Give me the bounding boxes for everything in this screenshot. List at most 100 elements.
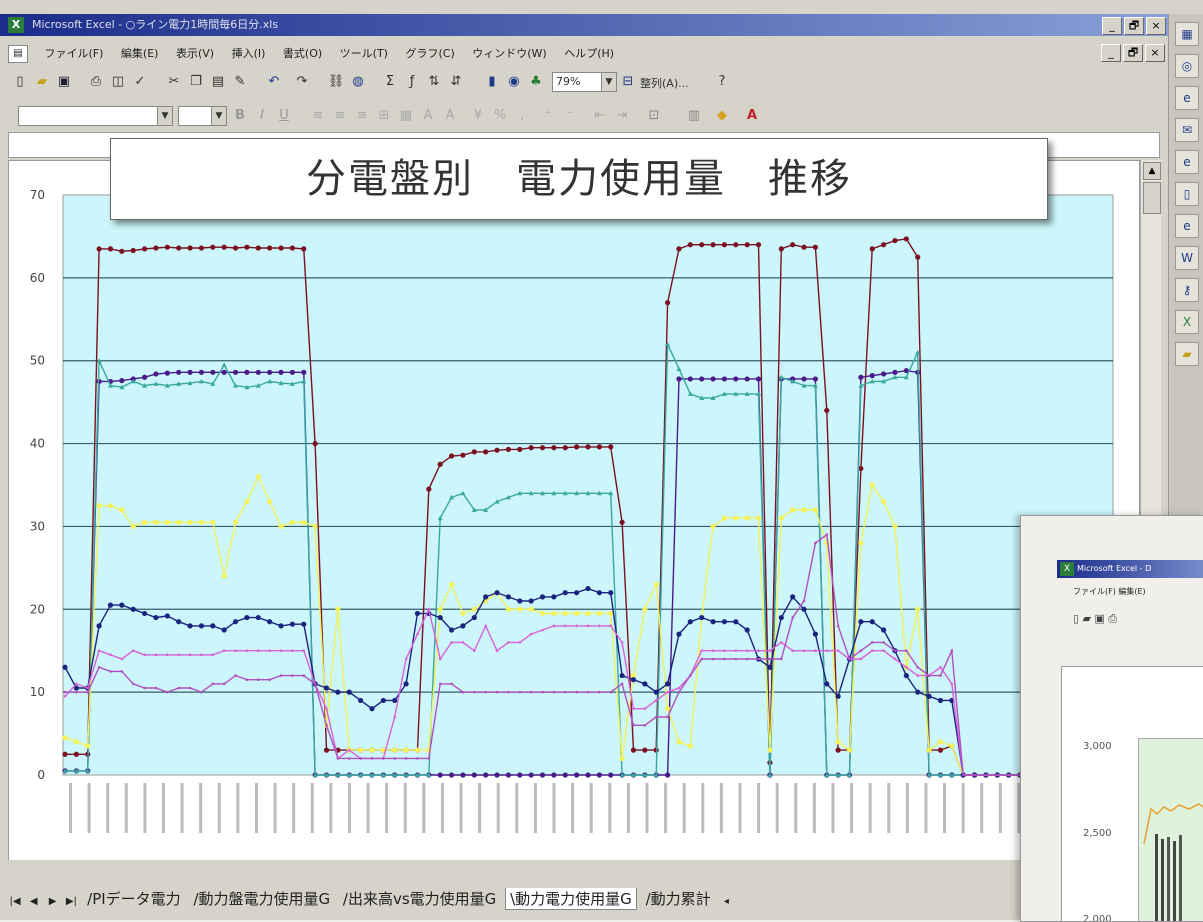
last-sheet-icon[interactable]: ▶|	[65, 896, 77, 907]
chart-type-icon[interactable]: ▥	[687, 108, 701, 123]
menu-file[interactable]: ファイル(F)	[44, 47, 104, 60]
scroll-up-icon[interactable]: ▲	[1143, 162, 1161, 180]
scroll-thumb[interactable]	[1143, 182, 1161, 214]
web-doc-icon[interactable]: e	[1175, 86, 1199, 110]
paste-icon[interactable]: ▤	[211, 74, 225, 89]
cut-icon[interactable]: ✂	[168, 74, 180, 89]
menu-tools[interactable]: ツール(T)	[339, 47, 388, 60]
align-center-icon[interactable]: ≡	[334, 108, 346, 123]
menu-format[interactable]: 書式(O)	[282, 47, 323, 60]
doc-close-button[interactable]: ×	[1145, 44, 1165, 62]
comma-icon[interactable]: ,	[519, 108, 525, 123]
menu-insert[interactable]: 挿入(I)	[231, 47, 266, 60]
x-tick-mark	[738, 783, 742, 833]
restore-button[interactable]: 🗗	[1124, 17, 1144, 35]
inset-y-tick: 3,000	[1083, 741, 1112, 752]
first-sheet-icon[interactable]: |◀	[9, 896, 21, 907]
font-size-select[interactable]: ▼	[178, 106, 227, 126]
close-button[interactable]: ×	[1146, 17, 1166, 35]
print-icon[interactable]: ⎙	[90, 74, 102, 89]
map-icon[interactable]: ◉	[508, 74, 520, 89]
underline-icon[interactable]: U	[279, 108, 289, 123]
data-point	[893, 657, 897, 661]
prev-sheet-icon[interactable]: ◀	[29, 896, 38, 907]
workbook-icon[interactable]: ▤	[8, 45, 28, 63]
decrease-decimal-icon[interactable]: ⁻	[566, 108, 574, 123]
excel-icon[interactable]: X	[1175, 310, 1199, 334]
web-doc-icon[interactable]: e	[1175, 214, 1199, 238]
borders-icon[interactable]: ⊡	[648, 108, 660, 123]
increase-indent-icon[interactable]: ⇥	[616, 108, 628, 123]
web-doc-icon[interactable]: e	[1175, 150, 1199, 174]
help-icon[interactable]: ?	[718, 74, 726, 89]
menu-chart[interactable]: グラフ(C)	[405, 47, 455, 60]
web-icon[interactable]: ◍	[352, 74, 364, 89]
save-icon[interactable]: ▣	[57, 74, 71, 89]
document-icon[interactable]: ▯	[1175, 182, 1199, 206]
align-right-icon[interactable]: ≡	[356, 108, 368, 123]
undo-icon[interactable]: ↶	[268, 74, 280, 89]
percent-icon[interactable]: %	[493, 108, 507, 123]
italic-icon[interactable]: I	[260, 108, 264, 123]
office-logo-icon[interactable]: ▦	[1175, 22, 1199, 46]
data-point	[733, 376, 739, 382]
minimize-button[interactable]: _	[1102, 17, 1122, 35]
data-point	[336, 757, 340, 760]
function-icon[interactable]: ƒ	[409, 74, 415, 89]
doc-minimize-button[interactable]: _	[1101, 44, 1121, 62]
redo-icon[interactable]: ↷	[296, 74, 308, 89]
mail-icon[interactable]: ✉	[1175, 118, 1199, 142]
font-shrink-icon[interactable]: A	[445, 108, 455, 123]
key-icon[interactable]: ⚷	[1175, 278, 1199, 302]
data-point	[302, 674, 306, 677]
font-select[interactable]: ▼	[18, 106, 173, 126]
sheet-tab-power-panel[interactable]: /動力盤電力使用量G	[193, 890, 331, 908]
format-painter-icon[interactable]: ✎	[234, 74, 246, 89]
bold-icon[interactable]: B	[235, 108, 245, 123]
word-icon[interactable]: W	[1175, 246, 1199, 270]
sheet-tab-cumulative[interactable]: /動力累計	[645, 890, 711, 908]
copy-icon[interactable]: ❐	[190, 74, 202, 89]
autosum-icon[interactable]: Σ	[385, 74, 395, 89]
shortcut-icon[interactable]: ◎	[1175, 54, 1199, 78]
chart-wizard-icon[interactable]: ▮	[488, 74, 496, 89]
data-point	[926, 772, 932, 777]
currency-icon[interactable]: ¥	[473, 108, 483, 123]
align-left-icon[interactable]: ≡	[312, 108, 324, 123]
font-grow-icon[interactable]: A	[423, 108, 433, 123]
next-sheet-icon[interactable]: ▶	[48, 896, 57, 907]
align-icon[interactable]: ⊟	[622, 74, 634, 89]
sort-desc-icon[interactable]: ⇵	[450, 74, 462, 89]
hyperlink-icon[interactable]: ⛓	[327, 74, 345, 89]
merge-icon[interactable]: ⊞	[378, 108, 390, 123]
doc-restore-button[interactable]: 🗗	[1123, 44, 1143, 62]
sheet-tab-output-vs-power[interactable]: /出来高vs電力使用量G	[342, 890, 497, 908]
align-label[interactable]: 整列(A)...	[640, 77, 689, 90]
zoom-select[interactable]: 79% ▼	[552, 72, 617, 92]
tab-scroll-icon[interactable]: ◂	[723, 896, 729, 907]
data-point	[575, 690, 578, 694]
open-icon[interactable]: ▰	[37, 74, 47, 89]
inset-menu-bar[interactable]: ファイル(F) 編集(E)	[1073, 587, 1146, 596]
menu-window[interactable]: ウィンドウ(W)	[472, 47, 547, 60]
decrease-indent-icon[interactable]: ⇤	[594, 108, 606, 123]
font-color-icon[interactable]: A	[746, 108, 758, 123]
data-point	[721, 515, 728, 521]
fill-pattern-icon[interactable]: ▦	[399, 108, 413, 123]
sheet-tab-pi-data[interactable]: /PIデータ電力	[87, 890, 181, 908]
drawing-icon[interactable]: ♣	[530, 74, 542, 89]
increase-decimal-icon[interactable]: ⁺	[544, 108, 552, 123]
data-point	[687, 242, 693, 248]
folder-icon[interactable]: ▰	[1175, 342, 1199, 366]
menu-help[interactable]: ヘルプ(H)	[564, 47, 615, 60]
sheet-tab-power-usage-active[interactable]: \動力電力使用量G	[505, 888, 637, 910]
spellcheck-icon[interactable]: ✓	[134, 74, 146, 89]
menu-edit[interactable]: 編集(E)	[120, 47, 159, 60]
data-point	[619, 519, 625, 525]
print-preview-icon[interactable]: ◫	[111, 74, 125, 89]
menu-view[interactable]: 表示(V)	[175, 47, 215, 60]
fill-color-icon[interactable]: ◆	[717, 108, 727, 123]
data-point	[177, 653, 180, 657]
sort-asc-icon[interactable]: ⇅	[428, 74, 440, 89]
new-icon[interactable]: ▯	[16, 74, 24, 89]
